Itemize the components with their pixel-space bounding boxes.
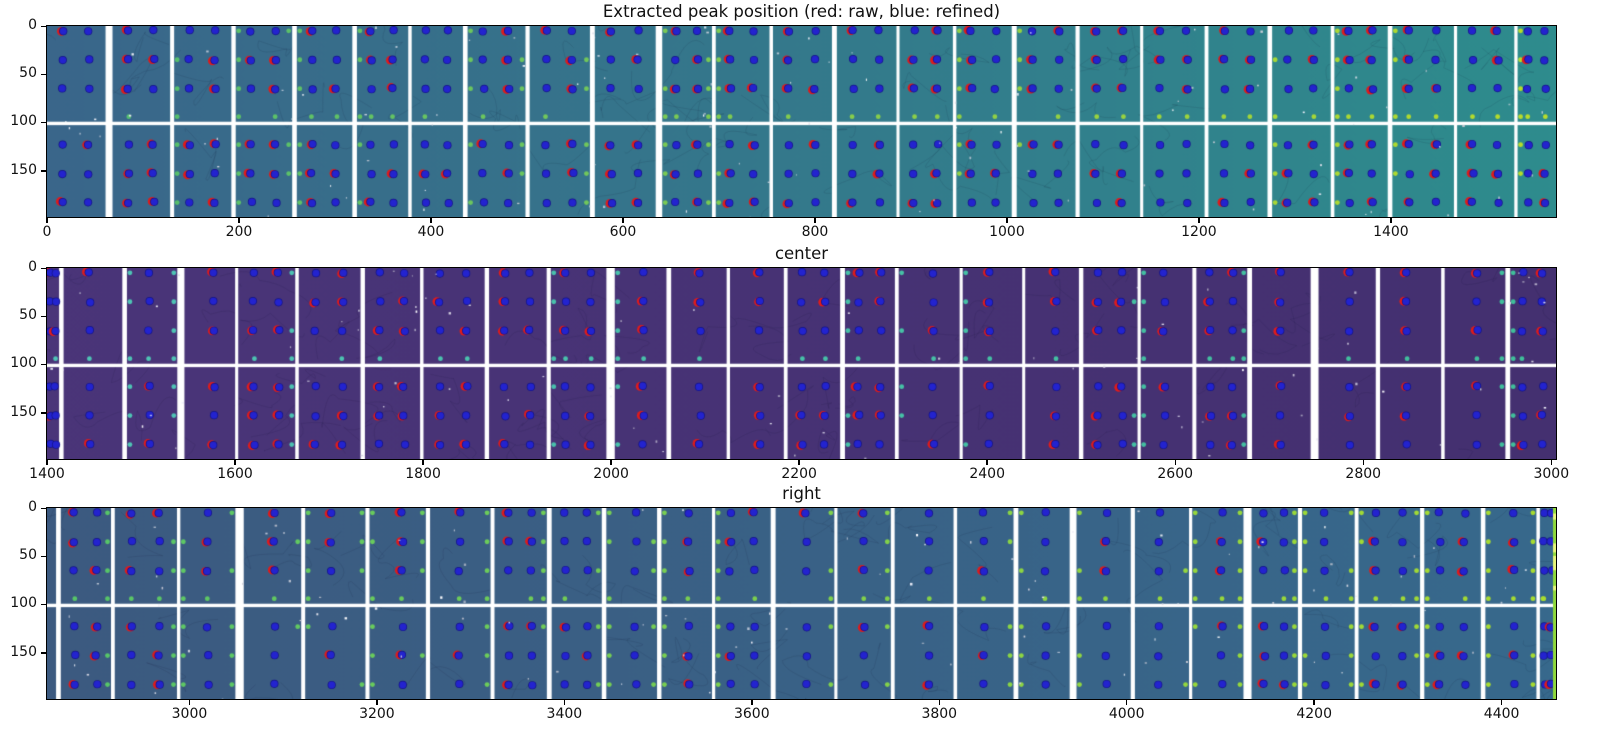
x-tick-mark [610, 460, 612, 465]
y-tick-label: 50 [19, 65, 37, 82]
x-tick-label: 800 [801, 224, 829, 240]
x-tick-label: 1600 [217, 466, 253, 482]
y-tick-mark [41, 315, 46, 318]
y-tick-mark [41, 507, 46, 509]
x-tick-label: 4200 [1296, 706, 1332, 722]
y-tick-mark [41, 267, 46, 269]
x-tick-mark [814, 218, 816, 223]
x-tick-label: 2000 [593, 466, 629, 482]
y-tick-mark [41, 121, 46, 124]
x-tick-label: 1000 [989, 224, 1025, 240]
x-tick-mark [1198, 218, 1200, 223]
y-tick-label: 100 [10, 355, 37, 372]
x-tick-label: 1800 [405, 466, 441, 482]
x-tick-label: 3800 [921, 706, 958, 722]
detector-image-canvas-center [47, 268, 1556, 459]
plot-frame-center [46, 267, 1557, 460]
x-tick-mark [798, 460, 800, 465]
x-tick-mark [986, 460, 988, 465]
x-tick-mark [376, 700, 378, 705]
y-tick-label: 100 [10, 595, 37, 612]
x-tick-label: 3000 [1533, 466, 1570, 482]
detector-image-canvas-top [47, 26, 1556, 217]
y-tick-mark [41, 652, 46, 654]
x-tick-mark [1126, 700, 1128, 705]
x-tick-label: 2400 [969, 466, 1005, 482]
y-tick-label: 50 [19, 307, 37, 324]
x-tick-label: 2800 [1345, 466, 1382, 482]
x-tick-label: 4400 [1483, 706, 1520, 722]
x-tick-mark [938, 700, 940, 705]
x-tick-mark [1006, 218, 1008, 223]
x-tick-mark [751, 700, 753, 705]
x-tick-mark [46, 460, 48, 465]
plot-title-top: Extracted peak position (red: raw, blue:… [602, 2, 1001, 21]
x-tick-mark [188, 700, 191, 705]
x-tick-mark [422, 460, 424, 465]
y-tick-label: 0 [28, 17, 37, 33]
x-tick-mark [46, 218, 48, 223]
x-tick-mark [622, 218, 624, 223]
x-tick-label: 3000 [171, 706, 208, 722]
x-tick-mark [238, 218, 240, 223]
x-tick-label: 2200 [781, 466, 817, 482]
y-tick-mark [41, 25, 46, 27]
y-tick-mark [41, 555, 46, 558]
x-tick-label: 200 [225, 224, 253, 240]
x-tick-mark [1500, 700, 1503, 705]
y-tick-label: 100 [10, 113, 37, 130]
x-tick-label: 4000 [1108, 706, 1145, 722]
x-tick-mark [234, 460, 236, 465]
x-tick-label: 1400 [29, 466, 65, 482]
x-tick-label: 0 [42, 224, 52, 240]
y-tick-mark [41, 73, 46, 76]
y-tick-label: 150 [10, 161, 37, 178]
x-tick-mark [1174, 460, 1176, 465]
x-tick-label: 1400 [1373, 224, 1409, 240]
x-tick-mark [1550, 460, 1552, 465]
plot-frame-right [46, 507, 1557, 700]
x-tick-label: 3400 [546, 706, 583, 722]
y-tick-label: 150 [10, 643, 37, 660]
plot-frame-top [46, 25, 1557, 218]
plot-title-right: right [782, 484, 821, 503]
y-tick-mark [41, 363, 46, 366]
x-tick-label: 1200 [1181, 224, 1217, 240]
y-tick-label: 0 [28, 499, 37, 515]
y-tick-mark [41, 603, 46, 606]
x-tick-mark [563, 700, 566, 705]
x-tick-mark [1313, 700, 1315, 705]
x-tick-label: 3600 [733, 706, 770, 722]
x-tick-label: 2600 [1157, 466, 1194, 482]
x-tick-mark [1390, 218, 1392, 223]
x-tick-label: 600 [609, 224, 637, 240]
x-tick-mark [1362, 460, 1364, 465]
x-tick-label: 3200 [359, 706, 395, 722]
detector-image-canvas-right [47, 508, 1556, 699]
y-tick-label: 0 [28, 259, 37, 275]
y-tick-mark [41, 170, 46, 172]
y-tick-label: 50 [19, 547, 37, 564]
x-tick-mark [430, 218, 432, 223]
y-tick-mark [41, 412, 46, 414]
x-tick-label: 400 [417, 224, 445, 240]
plot-title-center: center [774, 244, 829, 263]
y-tick-label: 150 [10, 403, 37, 420]
